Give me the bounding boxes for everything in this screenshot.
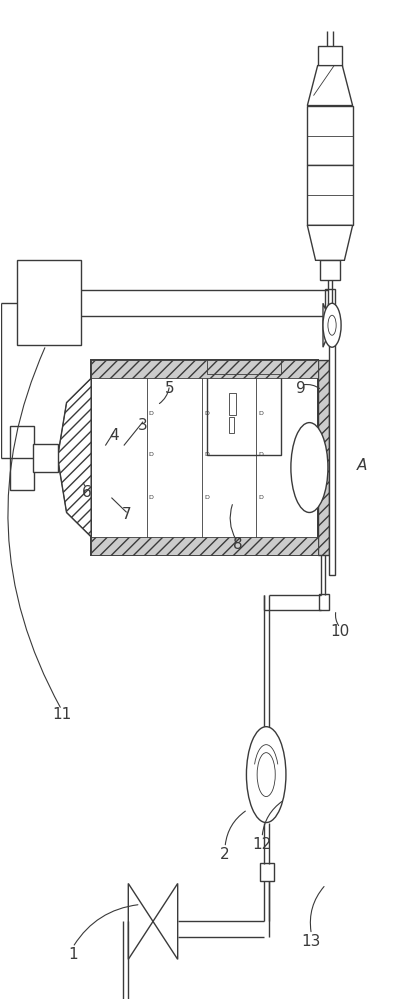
Text: D: D	[204, 495, 209, 500]
Text: 11: 11	[52, 707, 71, 722]
Bar	[91, 360, 318, 378]
Text: D: D	[149, 411, 154, 416]
Bar	[318, 360, 329, 555]
Text: D: D	[149, 495, 154, 500]
Circle shape	[247, 727, 286, 823]
Polygon shape	[307, 66, 353, 106]
Bar	[91, 537, 318, 555]
Bar	[91, 360, 318, 555]
Text: 4: 4	[109, 428, 119, 443]
Bar	[10, 426, 33, 490]
Bar	[318, 46, 342, 66]
Bar	[320, 260, 340, 280]
Bar	[307, 165, 353, 225]
Text: 5: 5	[165, 381, 174, 396]
Text: 3: 3	[138, 418, 147, 433]
Bar	[229, 393, 236, 415]
Text: D: D	[204, 411, 209, 416]
Text: D: D	[258, 495, 263, 500]
Text: D: D	[258, 452, 263, 457]
Circle shape	[323, 303, 341, 347]
Circle shape	[328, 315, 336, 335]
Bar	[260, 863, 273, 881]
Polygon shape	[57, 378, 91, 537]
Polygon shape	[153, 883, 178, 959]
Bar	[229, 417, 234, 433]
Polygon shape	[128, 883, 153, 959]
Bar	[325, 289, 335, 307]
Text: 1: 1	[68, 947, 78, 962]
Text: 2: 2	[220, 847, 230, 862]
Bar	[206, 360, 280, 455]
Text: D: D	[258, 411, 263, 416]
Bar	[307, 106, 353, 165]
Text: 9: 9	[296, 381, 306, 396]
Text: 12: 12	[252, 837, 272, 852]
Text: 13: 13	[302, 934, 321, 949]
Text: A: A	[357, 458, 367, 473]
Text: 6: 6	[82, 485, 92, 500]
Text: 10: 10	[331, 624, 350, 639]
Bar	[319, 594, 329, 610]
Bar	[33, 444, 58, 472]
Text: 8: 8	[233, 537, 242, 552]
Text: 7: 7	[121, 507, 131, 522]
Bar	[17, 260, 81, 345]
Text: D: D	[149, 452, 154, 457]
Polygon shape	[323, 303, 332, 347]
Bar	[206, 360, 280, 374]
Bar	[329, 340, 335, 575]
Polygon shape	[307, 225, 353, 260]
Circle shape	[257, 753, 275, 797]
Text: D: D	[204, 452, 209, 457]
Circle shape	[291, 423, 328, 512]
